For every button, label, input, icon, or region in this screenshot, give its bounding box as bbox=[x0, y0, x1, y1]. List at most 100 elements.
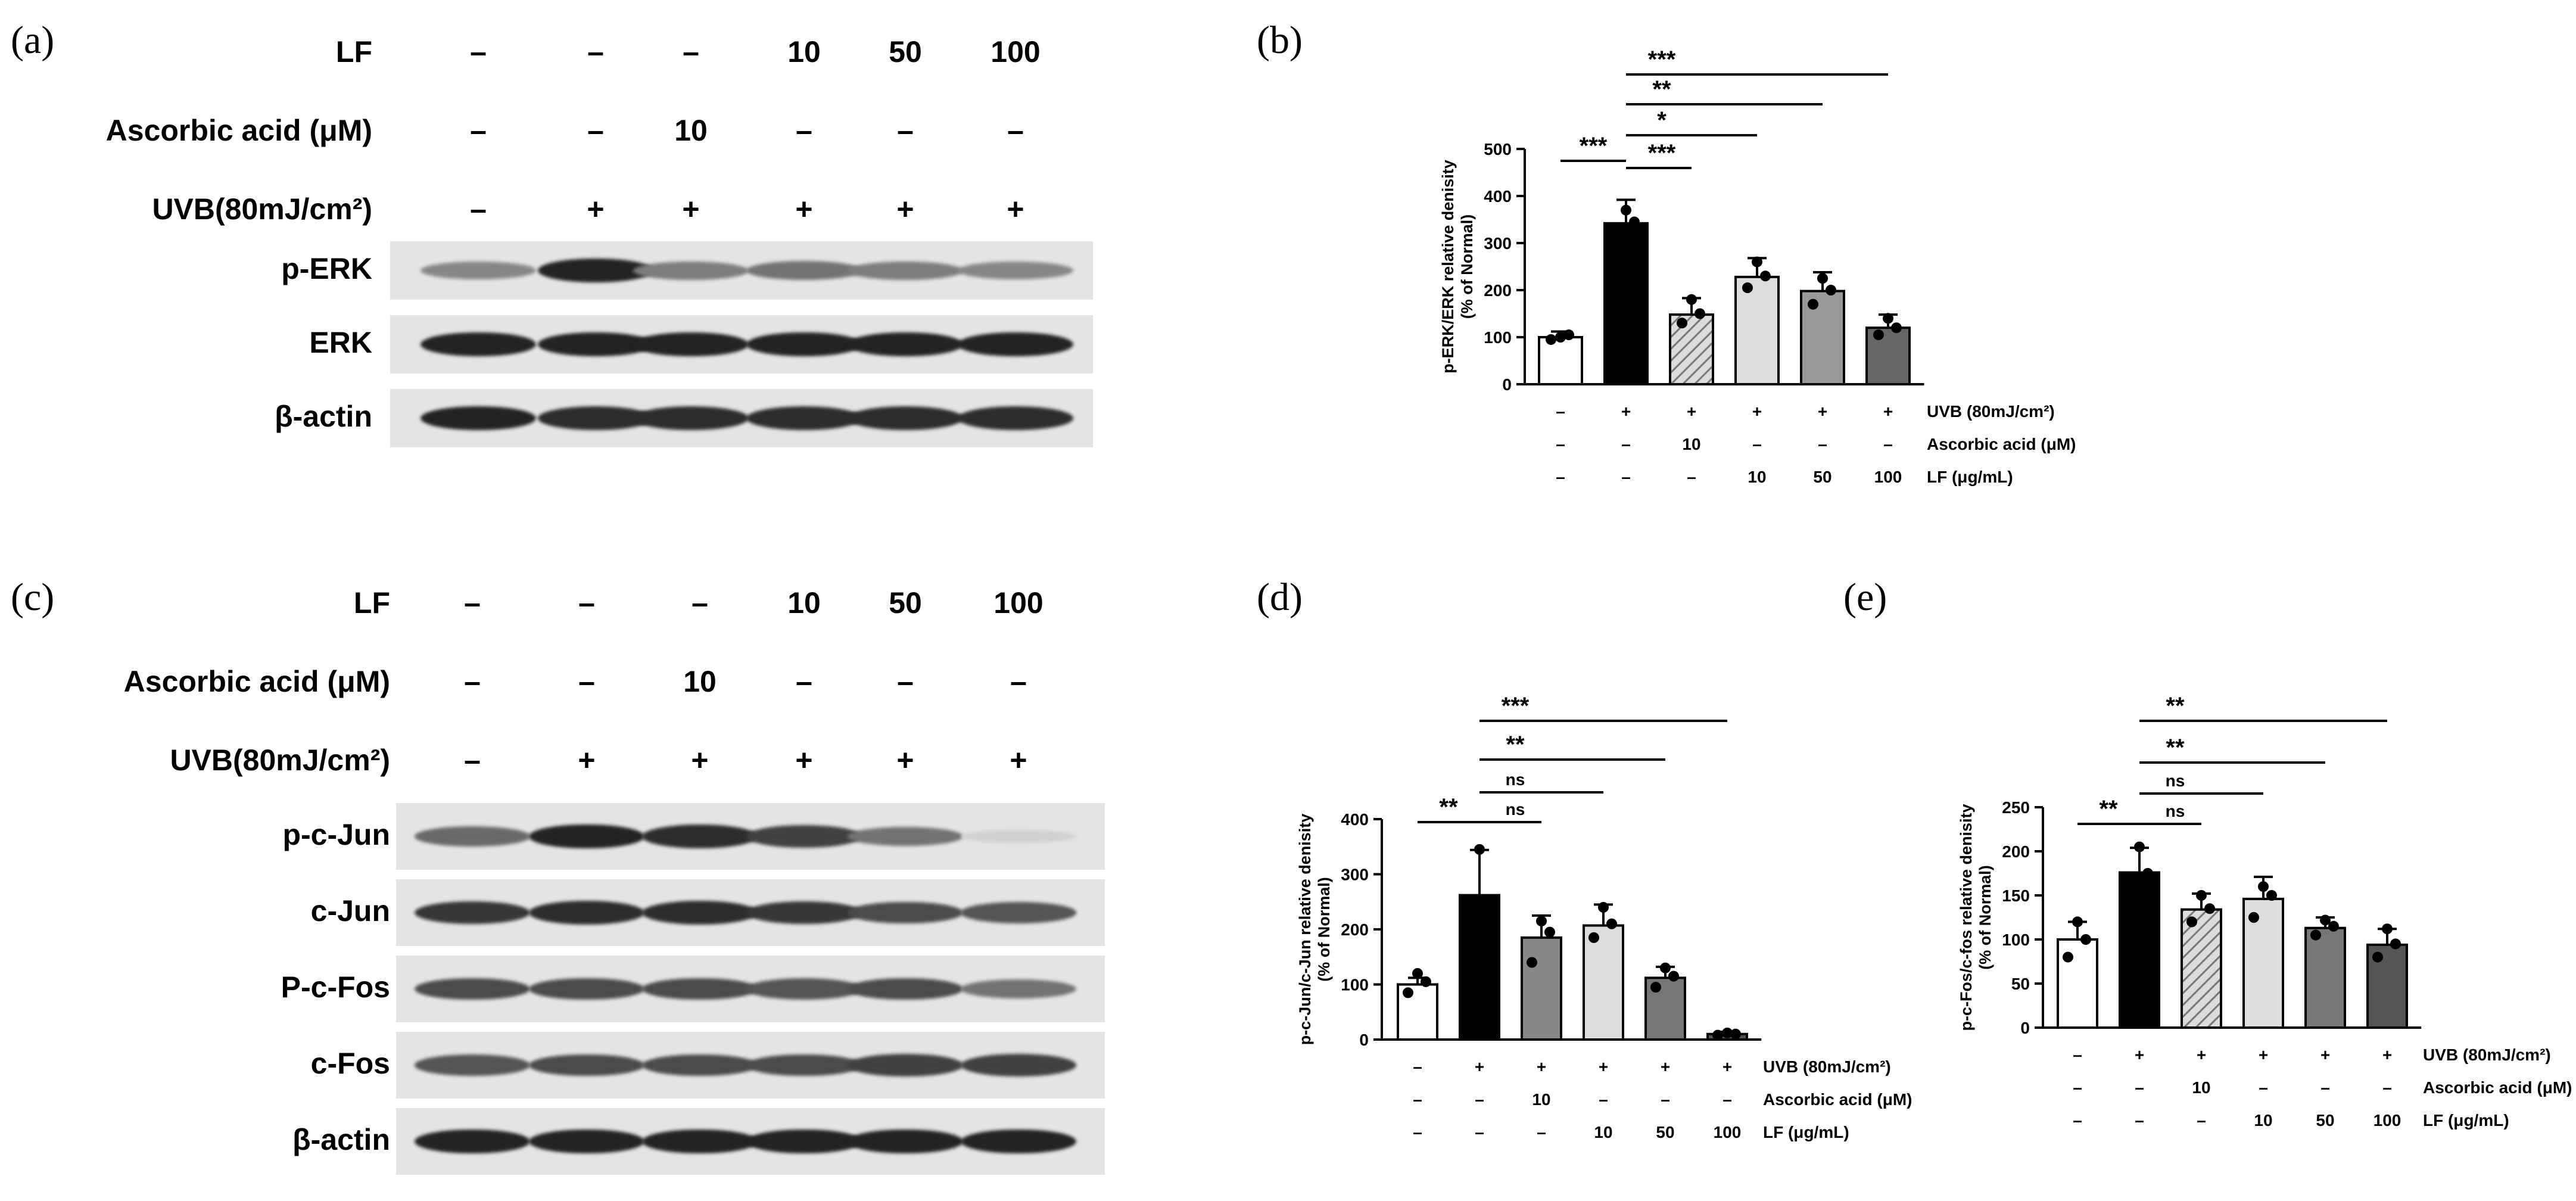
condition-cell: + bbox=[578, 743, 596, 777]
data-point bbox=[2125, 890, 2135, 901]
bar-chart-p-c-fos: 0 50 100 150 200 250 p-c-Fos/c-fos relative de… bbox=[1957, 693, 2572, 1130]
bar bbox=[1603, 222, 1649, 385]
blot-band bbox=[642, 824, 758, 848]
data-point bbox=[2372, 951, 2383, 963]
bar bbox=[2304, 926, 2346, 1029]
condition-row-label: Ascorbic acid (μM) bbox=[123, 665, 390, 698]
condition-value: + bbox=[1599, 1057, 1608, 1076]
condition-label: LF (μg/mL) bbox=[2423, 1111, 2509, 1130]
y-tick-label: 50 bbox=[2011, 975, 2030, 993]
data-point bbox=[1883, 313, 1893, 324]
y-tick-label: 100 bbox=[1341, 976, 1369, 994]
blot-band bbox=[420, 262, 536, 279]
condition-value: + bbox=[1818, 402, 1827, 421]
bar bbox=[1669, 313, 1714, 385]
blot-band bbox=[415, 1129, 530, 1154]
blot-band bbox=[848, 826, 963, 847]
blot-band bbox=[633, 332, 749, 357]
blot-band bbox=[961, 1129, 1076, 1154]
data-point bbox=[1544, 926, 1555, 938]
condition-value: – bbox=[2382, 1078, 2392, 1097]
condition-row-label: Ascorbic acid (μM) bbox=[105, 114, 372, 147]
condition-value: – bbox=[2073, 1046, 2082, 1064]
condition-value: – bbox=[2197, 1111, 2206, 1130]
blot-label: P-c-Fos bbox=[281, 970, 390, 1004]
condition-label: Ascorbic acid (μM) bbox=[1927, 435, 2076, 453]
blot-label: β-actin bbox=[275, 400, 372, 433]
bar bbox=[1583, 924, 1624, 1041]
condition-value: 10 bbox=[1748, 468, 1766, 486]
condition-value: + bbox=[1621, 402, 1631, 421]
condition-value: – bbox=[1556, 402, 1565, 421]
data-point bbox=[1826, 285, 1836, 295]
panel-letter-b: (b) bbox=[1257, 18, 1303, 62]
condition-cell: – bbox=[464, 586, 481, 620]
blot-band bbox=[848, 901, 963, 924]
data-point bbox=[2204, 903, 2215, 914]
data-point bbox=[2134, 841, 2145, 852]
blot-label: ERK bbox=[309, 326, 372, 359]
condition-value: – bbox=[2135, 1111, 2144, 1130]
condition-cell: 100 bbox=[993, 586, 1044, 620]
condition-cell: + bbox=[691, 743, 709, 777]
condition-value: 10 bbox=[1532, 1090, 1550, 1109]
y-tick-label: 400 bbox=[1484, 187, 1512, 206]
condition-cell: + bbox=[896, 743, 914, 777]
blot-band bbox=[529, 978, 644, 1000]
data-point bbox=[1891, 322, 1902, 334]
significance-label: ns bbox=[2166, 771, 2185, 790]
condition-value: 10 bbox=[2254, 1111, 2272, 1130]
condition-cell: – bbox=[796, 114, 812, 147]
y-tick-label: 200 bbox=[2002, 842, 2030, 861]
data-point bbox=[1660, 962, 1671, 973]
data-point bbox=[2072, 916, 2083, 928]
condition-cell: – bbox=[470, 114, 487, 147]
condition-label: UVB (80mJ/cm²) bbox=[1927, 402, 2055, 421]
data-point bbox=[1873, 329, 1884, 341]
data-point bbox=[2390, 938, 2401, 950]
data-point bbox=[1629, 216, 1640, 228]
data-point bbox=[1722, 1027, 1733, 1038]
condition-value: – bbox=[1752, 435, 1762, 453]
data-point bbox=[2266, 890, 2277, 901]
y-axis-label-line: (% of Normal) bbox=[1458, 214, 1476, 319]
y-tick-label: 0 bbox=[1502, 375, 1512, 394]
data-point bbox=[1621, 204, 1631, 216]
condition-value: 100 bbox=[1714, 1123, 1742, 1141]
condition-value: – bbox=[2135, 1078, 2144, 1097]
condition-value: + bbox=[2320, 1046, 2330, 1064]
blot-label: c-Fos bbox=[310, 1047, 390, 1080]
data-point bbox=[1752, 256, 1762, 267]
condition-value: 50 bbox=[1656, 1123, 1674, 1141]
y-axis-label: p-ERK/ERK relative denisity(% of Normal) bbox=[1439, 160, 1476, 374]
condition-cell: – bbox=[1010, 665, 1027, 698]
condition-cell: – bbox=[897, 114, 914, 147]
blot-band bbox=[642, 1054, 758, 1076]
blot-band bbox=[848, 1054, 963, 1076]
blot-band bbox=[848, 978, 963, 1000]
condition-cell: 100 bbox=[990, 35, 1041, 69]
blot-band bbox=[958, 332, 1073, 357]
y-tick-label: 200 bbox=[1484, 281, 1512, 300]
y-axis-label: p-c-Fos/c-fos relative denisity(% of Nor… bbox=[1957, 804, 1994, 1031]
condition-cell: + bbox=[795, 192, 813, 226]
data-point bbox=[2196, 890, 2207, 901]
condition-value: – bbox=[1883, 435, 1893, 453]
data-point bbox=[1606, 918, 1617, 929]
blot-band bbox=[746, 1129, 862, 1154]
blot-band bbox=[529, 824, 644, 849]
blot-band bbox=[746, 260, 862, 281]
condition-cell: – bbox=[587, 35, 604, 69]
condition-cell: 10 bbox=[674, 114, 708, 147]
data-point bbox=[1760, 270, 1771, 282]
data-point bbox=[1555, 332, 1566, 343]
data-point bbox=[1668, 970, 1679, 982]
data-point bbox=[1808, 298, 1818, 310]
blot-band bbox=[420, 406, 536, 431]
condition-value: – bbox=[1722, 1090, 1732, 1109]
y-tick-label: 150 bbox=[2002, 886, 2030, 905]
data-point bbox=[1527, 957, 1537, 968]
panel-letter-c: (c) bbox=[11, 575, 55, 619]
condition-cell: 10 bbox=[787, 586, 821, 620]
y-tick-label: 250 bbox=[2002, 798, 2030, 817]
